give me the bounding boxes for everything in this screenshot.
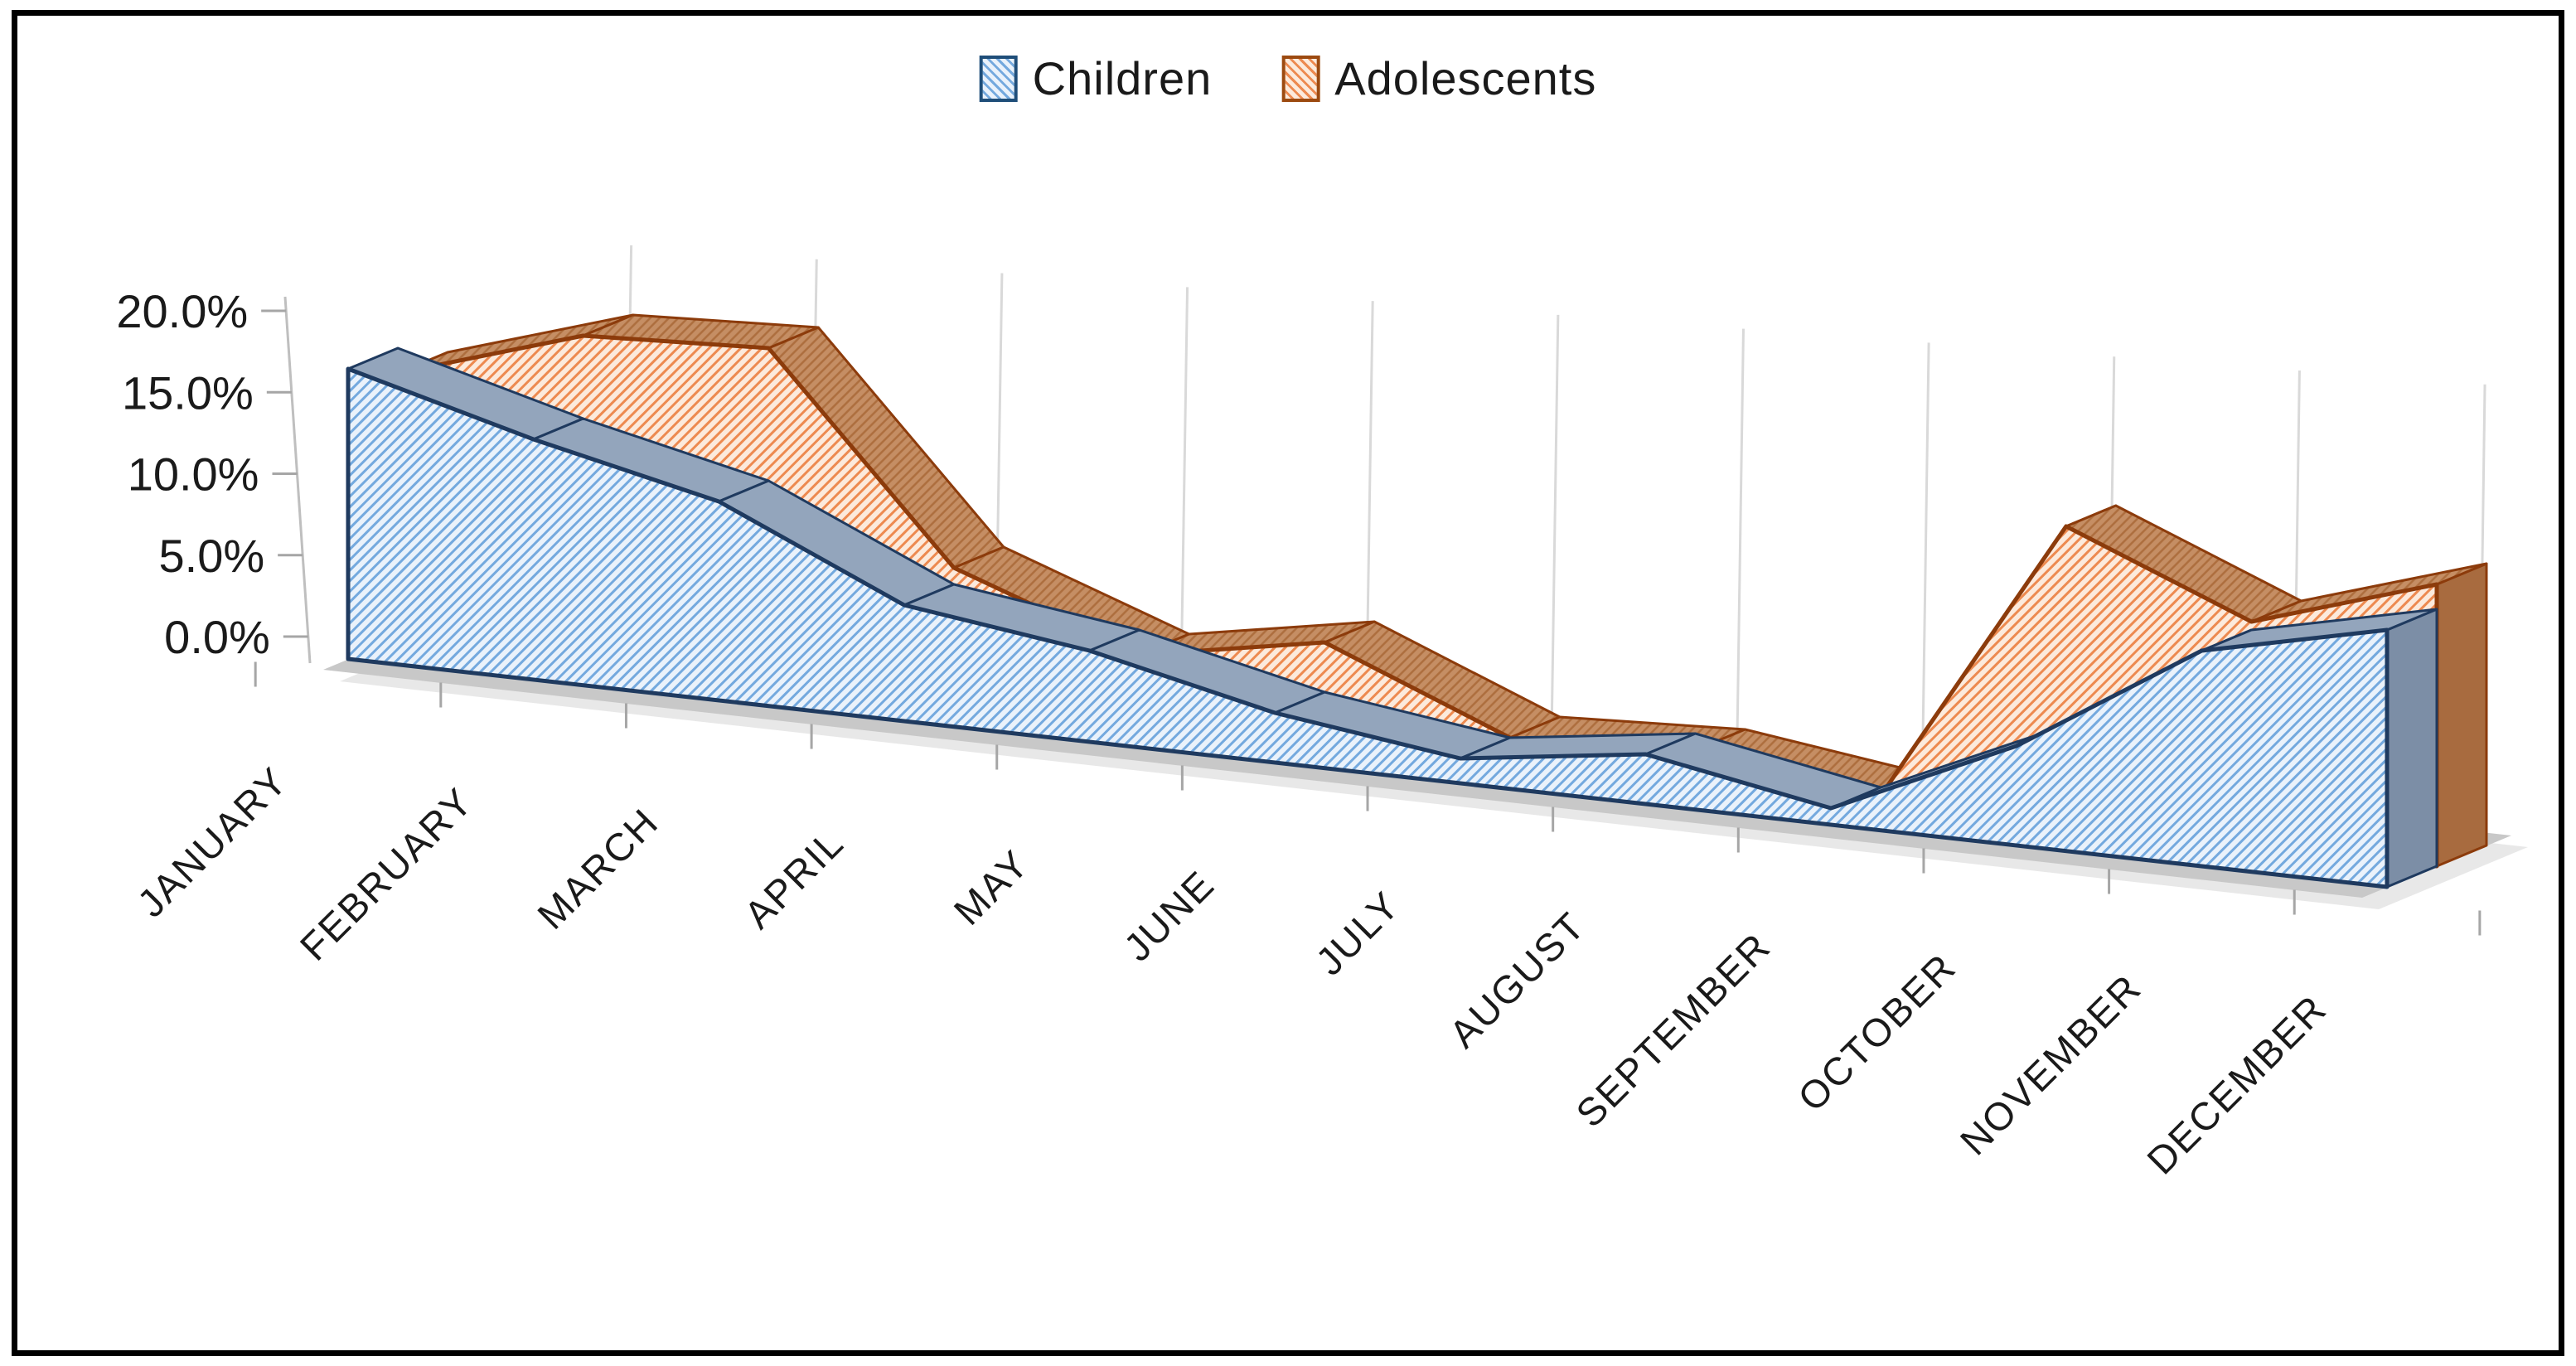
month-label: JULY [1307,883,1408,984]
children-swatch-icon [979,55,1018,102]
month-label: SEPTEMBER [1567,924,1779,1136]
series-children [346,346,2438,889]
month-label: OCTOBER [1789,945,1964,1120]
y-tick-label: 20.0% [116,285,248,337]
month-label: MARCH [529,800,666,937]
value-axis: 0.0% 5.0% 10.0% 15.0% 20.0% [116,285,312,664]
gridline [1735,328,1745,767]
month-label: DECEMBER [2138,986,2335,1183]
month-label: JANUARY [128,758,296,926]
month-label: JUNE [1115,862,1223,970]
month-label: NOVEMBER [1951,966,2149,1164]
legend-item-children: Children [979,51,1213,105]
side-face [2435,562,2488,868]
y-tick-label: 15.0% [122,366,254,419]
gridline [1920,342,1930,787]
y-axis-line [283,296,312,664]
month-label: AUGUST [1441,903,1593,1056]
front-face [346,366,2390,889]
y-tick-label: 5.0% [159,530,265,582]
legend: Children Adolescents [979,51,1597,105]
legend-item-adolescents: Adolescents [1281,51,1596,105]
month-label: MAY [945,841,1037,933]
side-face [2385,608,2438,889]
series-adolescents [395,313,2488,869]
y-tick-label: 0.0% [164,611,270,663]
y-tick-label: 10.0% [128,448,259,501]
adolescents-swatch-icon [1281,55,1320,102]
gridline [1550,314,1560,746]
legend-label-adolescents: Adolescents [1334,52,1597,104]
month-label: FEBRUARY [292,779,482,969]
legend-label-children: Children [1032,52,1213,104]
series-areas [346,313,2488,889]
month-label: APRIL [735,821,852,937]
